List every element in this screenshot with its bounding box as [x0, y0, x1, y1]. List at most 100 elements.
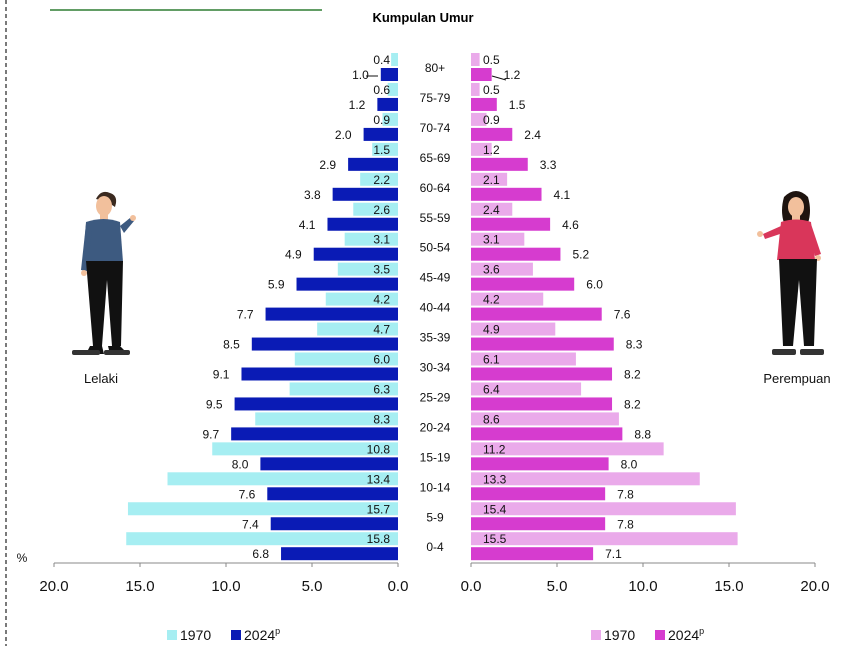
bar-female-2024	[471, 247, 561, 261]
bar-female-1970	[471, 472, 700, 486]
label-male-1970: 4.2	[373, 293, 390, 307]
female-x-tick-label: 20.0	[800, 578, 829, 595]
label-female-2024: 7.1	[605, 547, 622, 561]
bar-male-1970	[289, 382, 398, 396]
male-figure-illustration	[72, 191, 136, 355]
legend-superscript: p	[275, 626, 280, 636]
label-male-2024: 9.5	[206, 397, 223, 411]
label-female-1970: 8.6	[483, 412, 500, 426]
bar-male-2024	[313, 247, 398, 261]
chart-legend: 1970 2024p 1970 2024p	[167, 626, 704, 643]
female-side-label: Perempuan	[763, 371, 830, 386]
male-x-tick-label: 10.0	[211, 578, 240, 595]
label-male-1970: 2.6	[373, 203, 390, 217]
legend-swatch	[231, 630, 241, 640]
legend-entry: 1970	[180, 627, 211, 643]
bar-female-1970	[471, 412, 619, 426]
bar-male-2024	[270, 517, 398, 531]
bar-male-1970	[344, 232, 398, 246]
bar-male-2024	[260, 457, 398, 471]
label-male-1970: 10.8	[367, 442, 391, 456]
bar-male-2024	[251, 337, 398, 351]
bar-male-2024	[363, 127, 398, 141]
label-female-1970: 3.6	[483, 263, 500, 277]
bar-female-1970	[471, 502, 736, 516]
bar-female-2024	[471, 187, 542, 201]
label-female-1970: 11.2	[483, 442, 506, 456]
label-female-2024: 6.0	[586, 278, 603, 292]
label-female-1970: 6.4	[483, 382, 500, 396]
label-male-2024: 5.9	[268, 278, 285, 292]
age-label: 25-29	[420, 390, 451, 404]
label-male-1970: 6.0	[373, 353, 390, 367]
female-figure-illustration	[757, 191, 824, 355]
bar-female-1970	[471, 172, 508, 186]
age-label: 75-79	[420, 91, 451, 105]
label-male-1970: 4.7	[373, 323, 390, 337]
label-female-1970: 15.4	[483, 502, 507, 516]
label-female-2024: 8.8	[634, 427, 651, 441]
bar-female-2024	[471, 157, 528, 171]
label-male-1970: 13.4	[367, 472, 391, 486]
label-male-2024: 8.5	[223, 338, 240, 352]
label-female-2024: 7.8	[617, 517, 634, 531]
bar-female-1970	[471, 352, 576, 366]
label-female-1970: 4.2	[483, 293, 500, 307]
age-label: 30-34	[420, 361, 451, 375]
label-female-2024: 8.2	[624, 397, 641, 411]
age-label: 80+	[425, 61, 445, 75]
bar-female-2024	[471, 427, 623, 441]
bar-male-1970	[126, 532, 399, 546]
bar-female-2024	[471, 487, 606, 501]
label-female-2024: 8.0	[621, 457, 638, 471]
bar-female-1970	[471, 142, 492, 156]
label-female-1970: 0.5	[483, 53, 500, 67]
label-female-2024: 1.5	[509, 98, 526, 112]
label-female-1970: 15.5	[483, 532, 507, 546]
male-x-tick-label: 5.0	[302, 578, 323, 595]
bar-female-1970	[471, 202, 513, 216]
age-label: 60-64	[420, 181, 451, 195]
bar-male-2024	[348, 157, 398, 171]
label-female-2024: 5.2	[572, 248, 589, 262]
bar-male-1970	[391, 53, 398, 66]
label-female-1970: 6.1	[483, 353, 500, 367]
bar-male-2024	[296, 277, 398, 291]
bar-male-1970	[360, 172, 398, 186]
male-side-label: Lelaki	[84, 371, 118, 386]
label-male-2024: 7.6	[239, 487, 256, 501]
age-group-labels: 80+ 75-79 70-74 65-69 60-64 55-59 50-54 45-49 40…	[420, 61, 451, 554]
bar-female-1970	[471, 292, 544, 306]
bar-female-2024	[471, 337, 614, 351]
legend-swatch	[591, 630, 601, 640]
leader-line	[491, 75, 507, 81]
bar-female-2024	[471, 517, 606, 531]
bar-female-2024	[471, 457, 609, 471]
label-male-2024: 4.1	[299, 218, 316, 232]
bar-female-2024	[471, 127, 513, 141]
label-female-1970: 3.1	[483, 233, 500, 247]
label-male-2024: 7.7	[237, 308, 254, 322]
age-label: 40-44	[420, 301, 451, 315]
label-male-2024: 2.9	[319, 158, 336, 172]
label-male-1970: 3.5	[373, 263, 390, 277]
label-male-2024: 7.4	[242, 517, 259, 531]
bar-male-1970	[387, 82, 398, 96]
bar-male-2024	[281, 547, 398, 561]
bar-female-1970	[471, 532, 738, 546]
age-label: 10-14	[420, 480, 451, 494]
age-label: 65-69	[420, 151, 451, 165]
label-female-2024: 8.3	[626, 338, 643, 352]
bar-female-1970	[471, 262, 533, 276]
bar-male-1970	[255, 412, 398, 426]
label-male-2024: 4.9	[285, 248, 302, 262]
bar-male-2024	[327, 217, 398, 231]
label-female-2024: 7.8	[617, 487, 634, 501]
male-x-tick-label: 20.0	[39, 578, 68, 595]
bar-male-1970	[382, 112, 398, 126]
age-label: 50-54	[420, 241, 451, 255]
label-female-1970: 0.9	[483, 113, 500, 127]
label-male-2024: 8.0	[232, 457, 249, 471]
label-female-1970: 0.5	[483, 83, 500, 97]
